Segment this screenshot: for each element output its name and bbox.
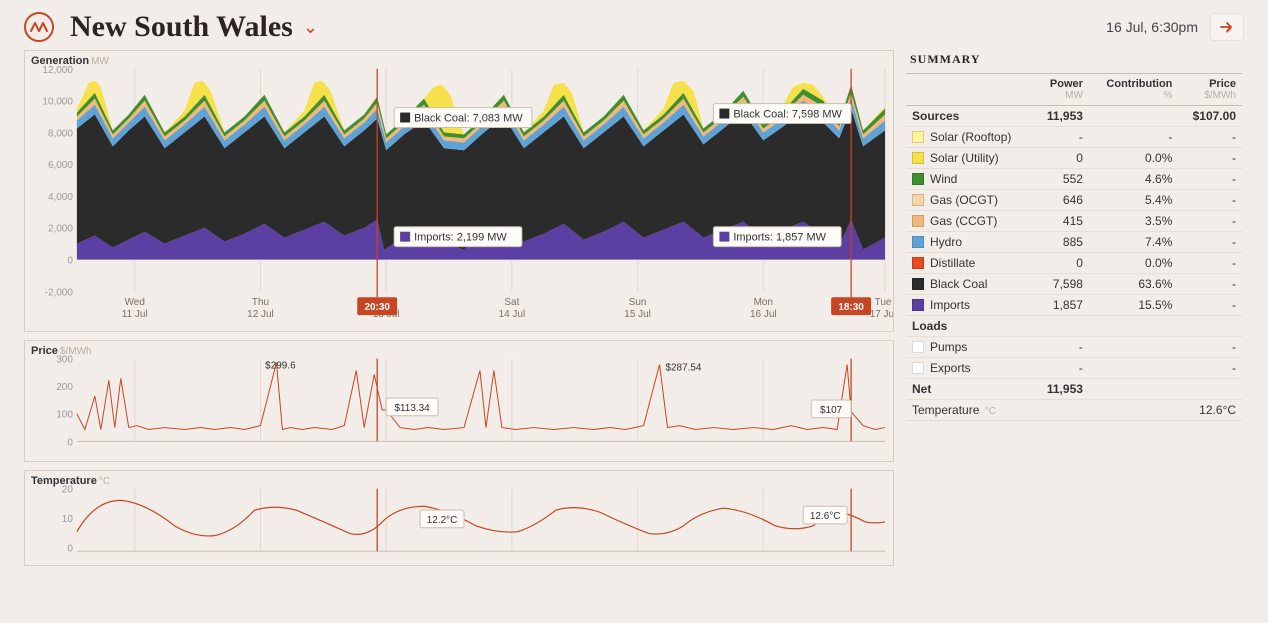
svg-text:Imports: 1,857 MW: Imports: 1,857 MW [733,232,826,244]
svg-text:Wed: Wed [125,297,145,308]
summary-row[interactable]: Imports1,85715.5%- [906,295,1242,316]
svg-text:16 Jul: 16 Jul [750,309,777,320]
price-label: Price$/MWh [31,345,92,357]
svg-text:12.6°C: 12.6°C [810,511,841,522]
summary-row[interactable]: Pumps-- [906,337,1242,358]
summary-row[interactable]: Gas (CCGT)4153.5%- [906,211,1242,232]
svg-text:Black Coal: 7,598 MW: Black Coal: 7,598 MW [733,109,842,121]
summary-panel: SUMMARY Power Contribution Price MW % $/… [906,50,1242,574]
temperature-chart[interactable]: 20 10 0 12.2°C 12.6°C [24,470,894,566]
summary-row[interactable]: Solar (Rooftop)--- [906,127,1242,148]
svg-text:100: 100 [56,410,73,421]
summary-row[interactable]: Gas (OCGT)6465.4%- [906,190,1242,211]
price-chart[interactable]: 300 200 100 0 $299.6 [24,340,894,462]
svg-text:0: 0 [67,256,73,267]
callout-im-2: Imports: 1,857 MW [713,227,841,247]
summary-row[interactable]: Hydro8857.4%- [906,232,1242,253]
svg-text:Sun: Sun [629,297,647,308]
svg-text:Thu: Thu [252,297,269,308]
svg-text:18:30: 18:30 [838,302,864,313]
summary-row[interactable]: Wind5524.6%- [906,169,1242,190]
svg-text:Imports: 2,199 MW: Imports: 2,199 MW [414,232,507,244]
svg-text:$113.34: $113.34 [394,403,430,414]
svg-text:14 Jul: 14 Jul [499,309,526,320]
summary-row[interactable]: Distillate00.0%- [906,253,1242,274]
chevron-down-icon[interactable]: ⌄ [303,17,318,38]
callout-bc-1: Black Coal: 7,083 MW [394,108,532,128]
svg-text:Sat: Sat [504,297,519,308]
logo-icon [24,12,54,42]
svg-text:6,000: 6,000 [48,160,73,171]
svg-text:0: 0 [67,437,73,448]
svg-text:17 Jul: 17 Jul [870,309,893,320]
summary-sources-row: Sources 11,953 $107.00 [906,106,1242,127]
svg-text:10: 10 [62,514,74,525]
summary-row[interactable]: Exports-- [906,358,1242,379]
timestamp: 16 Jul, 6:30pm [1106,19,1198,35]
summary-row[interactable]: Black Coal7,59863.6%- [906,274,1242,295]
svg-text:$107: $107 [820,405,842,416]
svg-text:15 Jul: 15 Jul [624,309,651,320]
svg-text:20:30: 20:30 [364,302,390,313]
svg-text:12 Jul: 12 Jul [247,309,274,320]
svg-text:12.2°C: 12.2°C [427,515,458,526]
generation-chart[interactable]: 12,000 10,000 8,000 6,000 4,000 2,000 0 … [24,50,894,332]
summary-row[interactable]: Solar (Utility)00.0%- [906,148,1242,169]
svg-text:4,000: 4,000 [48,192,73,203]
svg-text:-2,000: -2,000 [45,287,74,298]
callout-im-1: Imports: 2,199 MW [394,227,522,247]
svg-text:Black Coal: 7,083 MW: Black Coal: 7,083 MW [414,113,523,125]
svg-text:Mon: Mon [754,297,773,308]
svg-text:$287.54: $287.54 [665,363,702,374]
price-y-axis: 300 200 100 0 [56,355,885,449]
summary-title: SUMMARY [906,50,1242,74]
svg-text:8,000: 8,000 [48,128,73,139]
gen-label: GenerationMW [31,55,109,67]
svg-text:11 Jul: 11 Jul [122,309,148,320]
share-button[interactable] [1210,13,1244,41]
svg-text:2,000: 2,000 [48,224,73,235]
temp-label: Temperature°C [31,475,110,487]
svg-text:0: 0 [67,543,73,554]
svg-text:10,000: 10,000 [42,97,73,108]
page-title[interactable]: New South Wales [70,10,293,44]
header: New South Wales ⌄ 16 Jul, 6:30pm [0,0,1268,50]
svg-text:200: 200 [56,382,73,393]
summary-table: Power Contribution Price MW % $/MWh Sour… [906,74,1242,421]
callout-bc-2: Black Coal: 7,598 MW [713,104,851,124]
svg-text:Tue: Tue [875,297,892,308]
svg-text:$299.6: $299.6 [265,361,296,372]
